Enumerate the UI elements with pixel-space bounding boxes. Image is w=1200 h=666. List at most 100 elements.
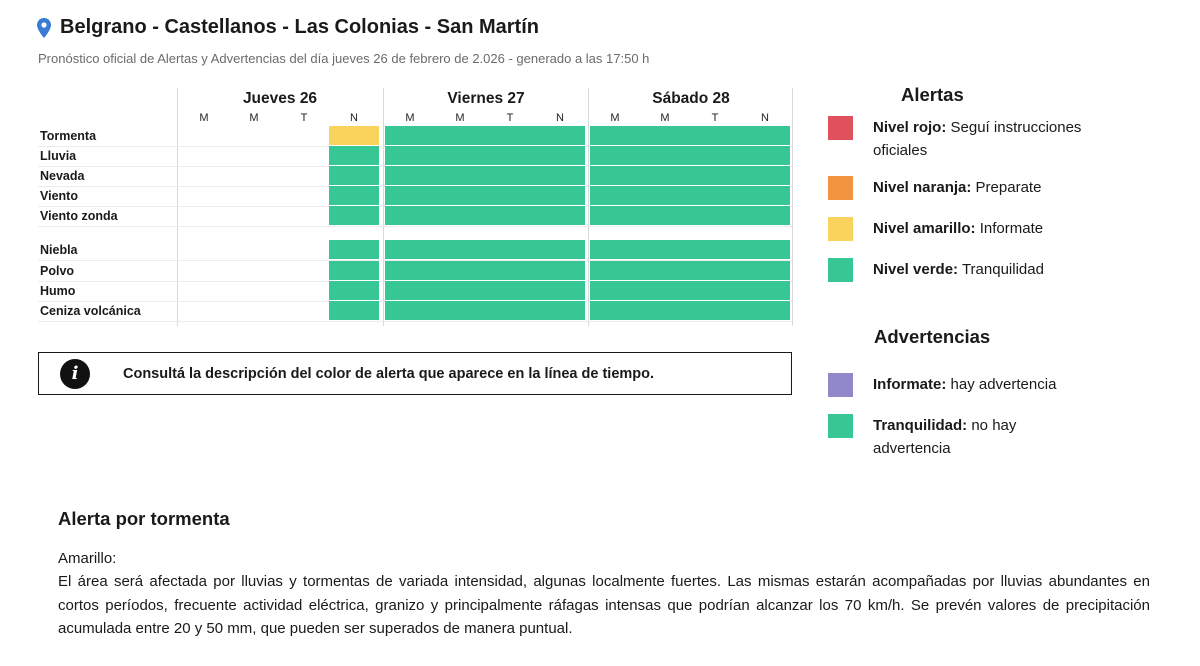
alert-cell-verde[interactable] bbox=[485, 301, 535, 320]
alert-cell-verde[interactable] bbox=[640, 261, 690, 280]
day-divider bbox=[383, 88, 384, 326]
phenomenon-label: Polvo bbox=[40, 264, 75, 278]
alert-cell-verde[interactable] bbox=[329, 240, 379, 259]
legend-label: Nivel rojo: bbox=[873, 119, 947, 136]
alert-cell-verde[interactable] bbox=[535, 240, 585, 259]
alert-cell-verde[interactable] bbox=[590, 126, 640, 145]
alert-cell-verde[interactable] bbox=[435, 126, 485, 145]
alert-cell-verde[interactable] bbox=[590, 166, 640, 185]
alert-cell-verde[interactable] bbox=[329, 186, 379, 205]
alert-cell-verde[interactable] bbox=[485, 281, 535, 300]
alert-cell-verde[interactable] bbox=[740, 206, 790, 225]
alert-cell-verde[interactable] bbox=[329, 281, 379, 300]
alert-cell-verde[interactable] bbox=[535, 206, 585, 225]
alert-description: El área será afectada por lluvias y torm… bbox=[58, 573, 1150, 637]
slot-header: T bbox=[711, 112, 719, 124]
alert-cell-verde[interactable] bbox=[385, 186, 435, 205]
legend-item-advertencia: Informate: hay advertencia bbox=[828, 373, 1088, 397]
alert-cell-verde[interactable] bbox=[590, 146, 640, 165]
alert-cell-verde[interactable] bbox=[535, 126, 585, 145]
alert-cell-verde[interactable] bbox=[590, 206, 640, 225]
alert-cell-verde[interactable] bbox=[329, 301, 379, 320]
alert-cell-verde[interactable] bbox=[740, 166, 790, 185]
alert-cell-verde[interactable] bbox=[535, 146, 585, 165]
alert-cell-verde[interactable] bbox=[535, 301, 585, 320]
alert-cell-verde[interactable] bbox=[740, 186, 790, 205]
alert-cell-verde[interactable] bbox=[329, 261, 379, 280]
alert-cell-verde[interactable] bbox=[385, 166, 435, 185]
slot-header: N bbox=[761, 112, 769, 124]
alert-cell-verde[interactable] bbox=[535, 261, 585, 280]
alert-cell-verde[interactable] bbox=[590, 301, 640, 320]
slot-header: T bbox=[300, 112, 308, 124]
alert-cell-verde[interactable] bbox=[740, 146, 790, 165]
alert-cell-verde[interactable] bbox=[640, 186, 690, 205]
alert-cell-verde[interactable] bbox=[385, 206, 435, 225]
alert-cell-verde[interactable] bbox=[590, 261, 640, 280]
alert-cell-verde[interactable] bbox=[640, 301, 690, 320]
alert-cell-verde[interactable] bbox=[690, 186, 740, 205]
alert-cell-verde[interactable] bbox=[435, 166, 485, 185]
alert-cell-verde[interactable] bbox=[329, 166, 379, 185]
slot-header: N bbox=[556, 112, 564, 124]
alert-cell-verde[interactable] bbox=[640, 126, 690, 145]
alert-cell-verde[interactable] bbox=[590, 186, 640, 205]
legend-desc: no hay advertencia bbox=[873, 417, 1017, 457]
alert-cell-verde[interactable] bbox=[485, 261, 535, 280]
alert-cell-verde[interactable] bbox=[640, 281, 690, 300]
alert-cell-verde[interactable] bbox=[385, 146, 435, 165]
alert-cell-verde[interactable] bbox=[690, 261, 740, 280]
alert-cell-verde[interactable] bbox=[329, 206, 379, 225]
alert-cell-verde[interactable] bbox=[535, 166, 585, 185]
legend-label: Nivel amarillo: bbox=[873, 220, 976, 237]
alert-cell-verde[interactable] bbox=[485, 186, 535, 205]
legend-desc: hay advertencia bbox=[946, 376, 1057, 393]
alert-cell-verde[interactable] bbox=[435, 240, 485, 259]
alert-cell-verde[interactable] bbox=[535, 281, 585, 300]
alert-cell-verde[interactable] bbox=[435, 261, 485, 280]
alert-cell-verde[interactable] bbox=[590, 281, 640, 300]
alert-cell-verde[interactable] bbox=[435, 206, 485, 225]
page-header: Belgrano - Castellanos - Las Colonias - … bbox=[37, 16, 539, 39]
alert-cell-verde[interactable] bbox=[690, 126, 740, 145]
alert-cell-verde[interactable] bbox=[640, 240, 690, 259]
alert-cell-verde[interactable] bbox=[435, 301, 485, 320]
alert-cell-verde[interactable] bbox=[740, 240, 790, 259]
alert-cell-verde[interactable] bbox=[690, 281, 740, 300]
alert-cell-verde[interactable] bbox=[485, 126, 535, 145]
legend-label: Nivel naranja: bbox=[873, 179, 972, 196]
alert-cell-verde[interactable] bbox=[740, 261, 790, 280]
alert-cell-verde[interactable] bbox=[385, 261, 435, 280]
phenomenon-label: Ceniza volcánica bbox=[40, 304, 141, 318]
alert-cell-verde[interactable] bbox=[435, 146, 485, 165]
alert-cell-verde[interactable] bbox=[485, 206, 535, 225]
alert-cell-verde[interactable] bbox=[690, 146, 740, 165]
alert-cell-verde[interactable] bbox=[690, 240, 740, 259]
alert-cell-verde[interactable] bbox=[485, 166, 535, 185]
alert-cell-verde[interactable] bbox=[485, 146, 535, 165]
alert-cell-verde[interactable] bbox=[385, 281, 435, 300]
alert-cell-verde[interactable] bbox=[385, 240, 435, 259]
page-title: Belgrano - Castellanos - Las Colonias - … bbox=[60, 16, 539, 38]
alert-cell-verde[interactable] bbox=[385, 301, 435, 320]
alert-cell-verde[interactable] bbox=[435, 186, 485, 205]
alert-cell-amarillo[interactable] bbox=[329, 126, 379, 145]
alert-cell-verde[interactable] bbox=[435, 281, 485, 300]
alert-cell-verde[interactable] bbox=[690, 206, 740, 225]
alert-cell-verde[interactable] bbox=[690, 301, 740, 320]
alert-cell-verde[interactable] bbox=[690, 166, 740, 185]
alert-cell-verde[interactable] bbox=[740, 281, 790, 300]
legend-desc: Preparate bbox=[971, 179, 1042, 196]
alert-cell-verde[interactable] bbox=[640, 146, 690, 165]
legend-item-sin-advertencia: Tranquilidad: no hay advertencia bbox=[828, 414, 1088, 460]
alert-cell-verde[interactable] bbox=[485, 240, 535, 259]
alert-cell-verde[interactable] bbox=[590, 240, 640, 259]
slot-header: M bbox=[455, 112, 465, 124]
alert-cell-verde[interactable] bbox=[535, 186, 585, 205]
alert-cell-verde[interactable] bbox=[385, 126, 435, 145]
alert-cell-verde[interactable] bbox=[329, 146, 379, 165]
alert-cell-verde[interactable] bbox=[640, 206, 690, 225]
alert-cell-verde[interactable] bbox=[740, 126, 790, 145]
alert-cell-verde[interactable] bbox=[740, 301, 790, 320]
alert-cell-verde[interactable] bbox=[640, 166, 690, 185]
